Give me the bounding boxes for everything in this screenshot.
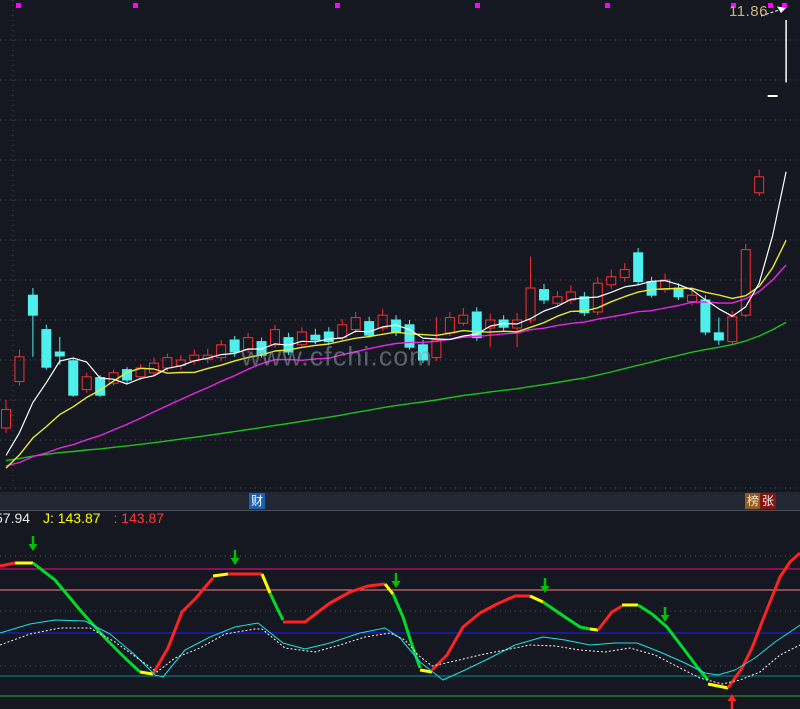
tab-bang[interactable]: 榜 — [745, 493, 762, 509]
tab-zhang[interactable]: 张 — [760, 493, 777, 509]
top-event-markers — [16, 3, 787, 8]
indicator-value-readout: 57.94 J: 143.87 : 143.87 — [0, 510, 173, 526]
price-arrow-annotation — [760, 6, 786, 17]
signal-arrows — [28, 536, 737, 709]
indicator-extra-value: : 143.87 — [113, 510, 165, 526]
tab-strip: 财 榜 张 — [0, 492, 800, 511]
indicator-lines — [0, 551, 800, 690]
moving-average-lines — [5, 171, 787, 469]
indicator-j-value: J: 143.87 — [42, 510, 101, 526]
watermark: www.cfchi.com — [241, 341, 433, 372]
indicator-k-value: 57.94 — [0, 510, 31, 526]
main-chart-grid — [0, 0, 800, 490]
tab-cai[interactable]: 财 — [249, 493, 266, 509]
price-annotation-label: 11.86 — [729, 3, 768, 20]
indicator-grid — [0, 555, 800, 697]
